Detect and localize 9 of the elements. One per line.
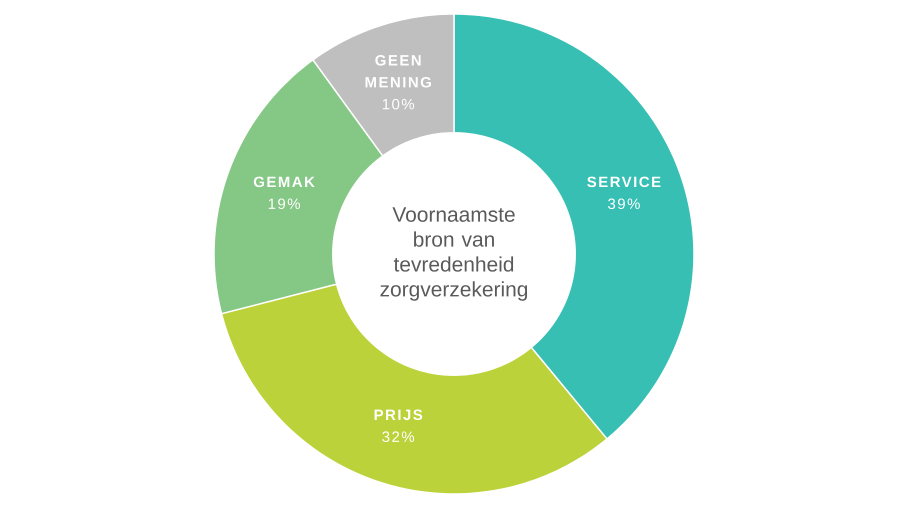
slice-label: GEMAK	[254, 176, 315, 188]
data-label: 19%	[268, 198, 300, 210]
data-label: 32%	[382, 431, 414, 442]
data-label: 39%	[608, 198, 640, 210]
data-label: 10%	[382, 98, 414, 110]
text: Voornaamste bron van tevredenheid zorgverzekering	[380, 207, 528, 301]
slice-label: SERVICE	[587, 176, 660, 188]
slice-label: GEEN MENING	[366, 55, 431, 88]
slice-label: PRIJS	[374, 410, 422, 420]
